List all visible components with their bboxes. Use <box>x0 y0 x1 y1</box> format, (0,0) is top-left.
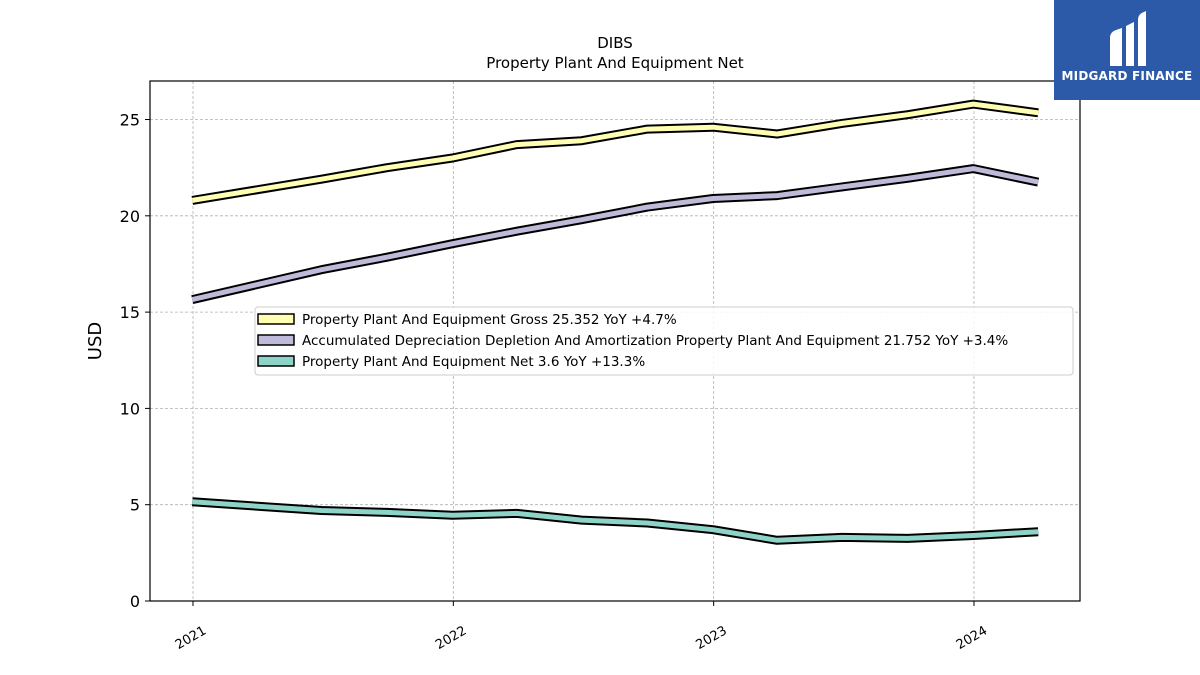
series-outline-2 <box>191 164 1040 304</box>
x-tick-label: 2021 <box>173 623 209 653</box>
legend-swatch-3 <box>257 355 295 367</box>
legend-label-2: Accumulated Depreciation Depletion And A… <box>302 333 1008 349</box>
x-tick-label: 2023 <box>694 623 730 653</box>
series-line-3 <box>192 499 1039 543</box>
legend-label-3: Property Plant And Equipment Net 3.6 YoY… <box>302 354 645 370</box>
y-tick-label: 15 <box>120 303 140 322</box>
chart-title: DIBS <box>597 34 633 52</box>
y-axis-label: USD <box>85 322 106 360</box>
legend-swatch-2 <box>257 334 295 346</box>
y-tick-label: 5 <box>130 496 140 515</box>
x-tick-label: 2022 <box>433 623 469 653</box>
legend-swatch-1 <box>257 313 295 325</box>
legend: Property Plant And Equipment Gross 25.35… <box>254 306 1074 376</box>
plot-frame <box>149 80 1081 602</box>
legend-frame <box>254 306 1074 376</box>
logo-badge: MIDGARD FINANCE <box>1054 0 1200 100</box>
y-tick-label: 20 <box>120 207 140 226</box>
y-tick-label: 10 <box>120 399 140 418</box>
legend-label-1: Property Plant And Equipment Gross 25.35… <box>302 312 677 328</box>
series-outline-1 <box>191 99 1039 205</box>
series-layer <box>191 99 1040 545</box>
y-tick-label: 25 <box>120 111 140 130</box>
logo-text: MIDGARD FINANCE <box>1061 69 1193 83</box>
series-line-2 <box>191 166 1039 303</box>
chart-subtitle: Property Plant And Equipment Net <box>486 54 743 72</box>
x-tick-label: 2024 <box>954 623 990 653</box>
series-line-1 <box>191 101 1039 203</box>
midgard-logo-icon <box>1110 11 1146 66</box>
y-tick-label: 0 <box>130 592 140 611</box>
